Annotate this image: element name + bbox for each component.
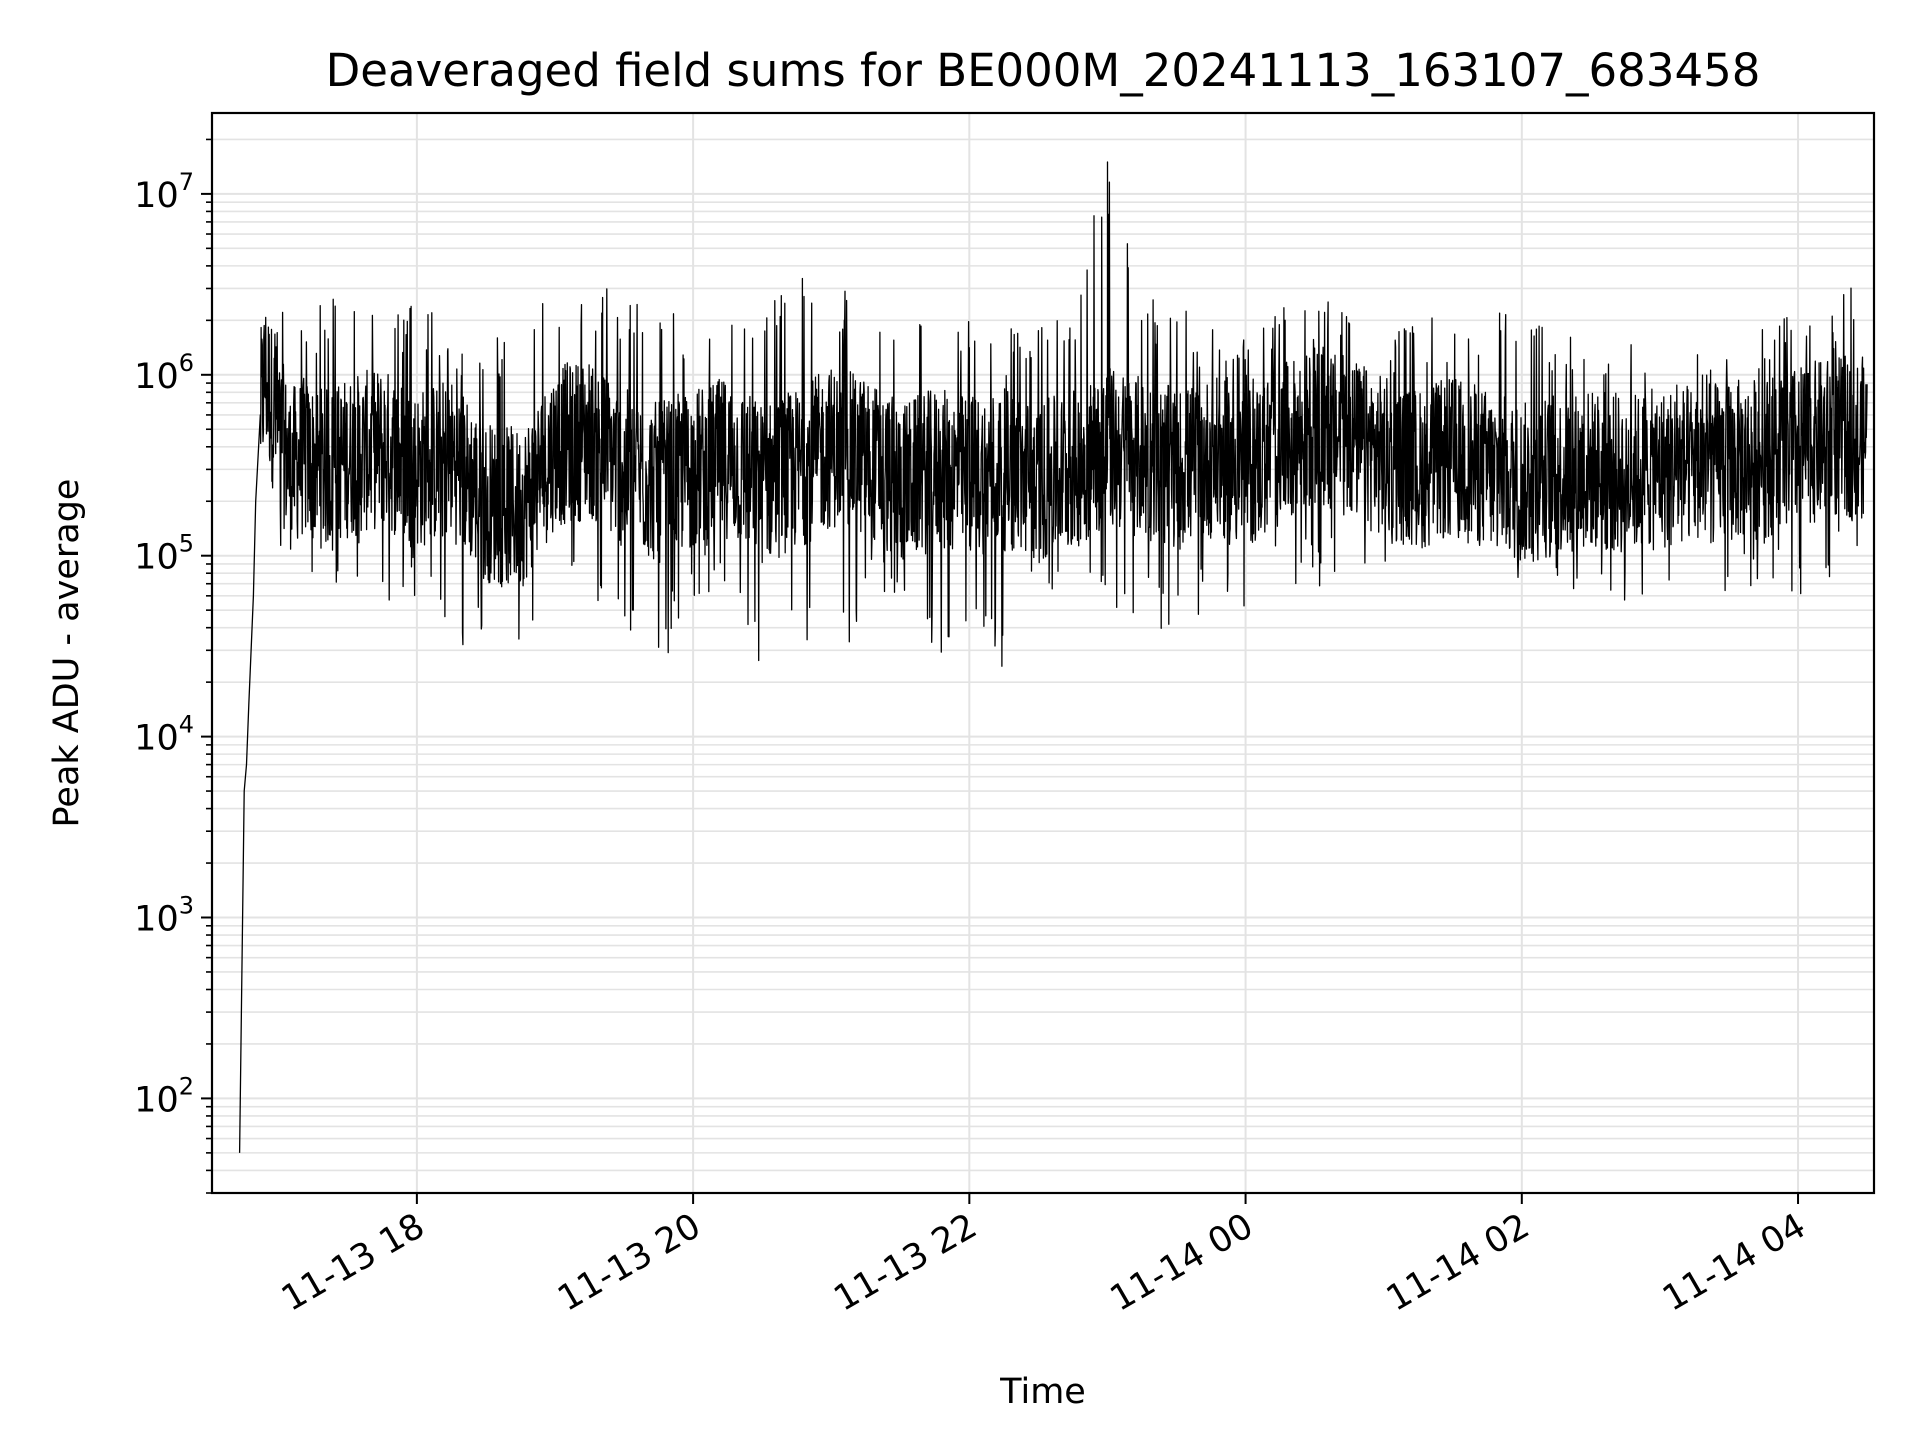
series-line <box>238 161 1868 1153</box>
y-axis-label: Peak ADU - average <box>47 479 87 828</box>
y-tick-label: 106 <box>134 349 194 397</box>
data-line-group <box>238 161 1868 1153</box>
y-tick-label: 107 <box>134 168 194 216</box>
y-tick-label: 105 <box>134 530 194 578</box>
x-axis-label: Time <box>999 1372 1086 1412</box>
y-tick-label: 102 <box>134 1072 194 1120</box>
chart-title: Deaveraged field sums for BE000M_2024111… <box>326 44 1761 97</box>
y-tick-label: 104 <box>134 711 194 759</box>
y-tick-label: 103 <box>134 892 194 940</box>
plot-frame <box>210 111 1876 1195</box>
y-ticks: 102 103 104 105 106 107 <box>134 138 212 1194</box>
